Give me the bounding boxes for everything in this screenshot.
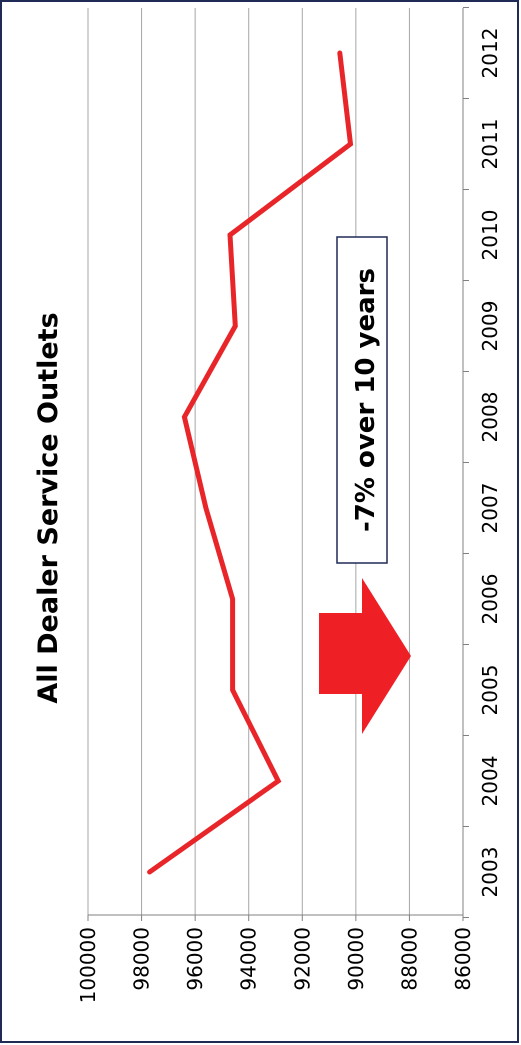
x-tick-label: 2010 [478,210,502,261]
y-tick-label: 94000 [237,927,261,991]
y-tick-label: 88000 [397,927,421,991]
y-tick-label: 100000 [76,927,100,1003]
series-line [147,50,354,875]
annotation-text: -7% over 10 years [351,268,381,532]
annotation-box: -7% over 10 years [336,236,388,564]
y-tick-label: 98000 [130,927,154,991]
y-tick-label: 92000 [290,927,314,991]
x-tick-label: 2005 [478,665,502,716]
y-axis-ticks: 100000 98000 96000 94000 92000 90000 88000 8600… [76,915,475,1003]
down-arrow-icon [319,578,411,734]
x-tick-label: 2004 [478,756,502,807]
chart-title: All Dealer Service Outlets [33,312,64,703]
y-tick-label: 96000 [183,927,207,991]
x-tick-label: 2009 [478,301,502,352]
x-tick-label: 2006 [478,574,502,625]
x-tick-label: 2007 [478,483,502,534]
x-tick-label: 2011 [478,119,502,170]
x-tick-label: 2003 [478,847,502,898]
x-tick-label: 2008 [478,392,502,443]
y-tick-label: 86000 [451,927,475,991]
x-tick-label: 2012 [478,28,502,79]
x-axis-ticks: 2003 2004 2005 2006 2007 2008 2009 2010 2011 2012 [463,7,502,918]
y-tick-label: 90000 [344,927,368,991]
